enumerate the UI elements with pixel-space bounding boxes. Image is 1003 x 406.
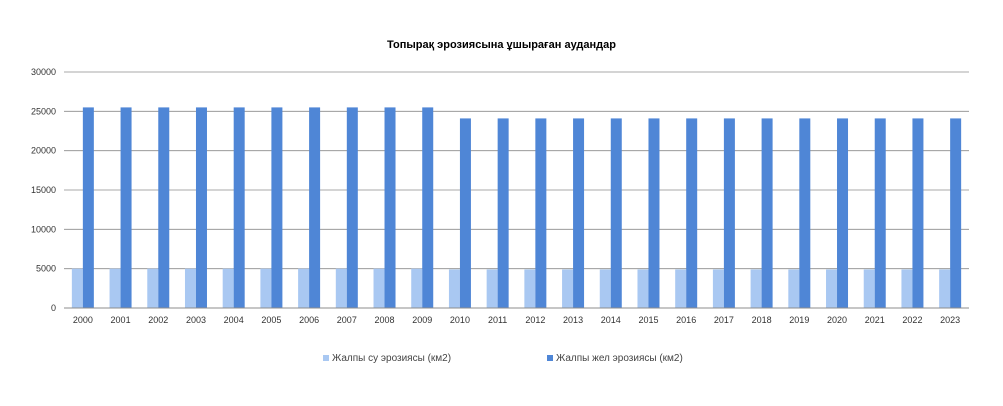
bar-wind-erosion: [459, 118, 471, 308]
bar-wind-erosion: [648, 118, 660, 308]
bar-water-erosion: [260, 268, 272, 308]
x-tick-label: 2014: [601, 315, 621, 325]
x-tick-label: 2017: [714, 315, 734, 325]
bar-wind-erosion: [346, 107, 358, 309]
bar-wind-erosion: [761, 118, 773, 308]
x-tick-label: 2013: [563, 315, 583, 325]
x-tick-label: 2010: [450, 315, 470, 325]
bar-wind-erosion: [874, 118, 886, 308]
bar-wind-erosion: [723, 118, 735, 308]
legend-label-water-erosion: Жалпы су эрозиясы (км2): [332, 353, 452, 364]
legend-item-wind-erosion: Жалпы жел эрозиясы (км2): [547, 353, 683, 364]
y-tick-label: 20000: [31, 146, 56, 156]
legend-item-water-erosion: Жалпы су эрозиясы (км2): [323, 353, 451, 364]
x-tick-label: 2023: [940, 315, 960, 325]
bar-wind-erosion: [610, 118, 622, 308]
bar-water-erosion: [298, 268, 310, 308]
bar-water-erosion: [184, 268, 196, 308]
y-axis-ticks: 0 5000 10000 15000 20000 25000 30000: [31, 67, 56, 313]
bar-wind-erosion: [912, 118, 924, 308]
bar-water-erosion: [788, 269, 800, 308]
gridlines: [64, 71, 969, 270]
y-tick-label: 30000: [31, 67, 56, 77]
bar-wind-erosion: [271, 107, 283, 309]
chart-title: Топырақ эрозиясына ұшыраған аудандар: [387, 39, 616, 51]
bar-water-erosion: [335, 268, 347, 308]
x-tick-label: 2022: [902, 315, 922, 325]
x-tick-label: 2015: [638, 315, 658, 325]
y-tick-label: 5000: [36, 264, 56, 274]
y-tick-label: 10000: [31, 224, 56, 234]
y-tick-label: 0: [51, 303, 56, 313]
bar-water-erosion: [222, 268, 234, 308]
bar-water-erosion: [826, 269, 838, 308]
bar-water-erosion: [675, 269, 687, 308]
x-tick-label: 2018: [752, 315, 772, 325]
bar-wind-erosion: [799, 118, 811, 308]
x-tick-label: 2000: [73, 315, 93, 325]
x-tick-label: 2003: [186, 315, 206, 325]
x-tick-label: 2019: [789, 315, 809, 325]
bar-water-erosion: [863, 269, 875, 308]
bar-wind-erosion: [422, 107, 434, 309]
bars: [71, 107, 962, 309]
bar-wind-erosion: [535, 118, 547, 308]
bar-wind-erosion: [82, 107, 94, 309]
x-tick-label: 2008: [375, 315, 395, 325]
bar-wind-erosion: [233, 107, 245, 309]
bar-water-erosion: [939, 269, 951, 308]
x-tick-label: 2002: [148, 315, 168, 325]
bar-water-erosion: [524, 269, 536, 308]
legend-swatch-wind-erosion: [547, 355, 553, 361]
bar-wind-erosion: [837, 118, 849, 308]
x-tick-label: 2016: [676, 315, 696, 325]
legend-label-wind-erosion: Жалпы жел эрозиясы (км2): [556, 353, 683, 364]
bar-water-erosion: [147, 268, 159, 308]
x-tick-label: 2005: [261, 315, 281, 325]
bar-water-erosion: [109, 268, 121, 308]
x-tick-label: 2009: [412, 315, 432, 325]
legend-swatch-water-erosion: [323, 355, 329, 361]
x-tick-label: 2007: [337, 315, 357, 325]
bar-water-erosion: [448, 269, 460, 308]
bar-wind-erosion: [686, 118, 698, 308]
x-tick-label: 2021: [865, 315, 885, 325]
x-tick-label: 2006: [299, 315, 319, 325]
bar-wind-erosion: [497, 118, 509, 308]
bar-water-erosion: [712, 269, 724, 308]
bar-water-erosion: [486, 269, 498, 308]
bar-water-erosion: [901, 269, 913, 308]
bar-wind-erosion: [158, 107, 170, 309]
bar-wind-erosion: [950, 118, 962, 308]
bar-water-erosion: [750, 269, 762, 308]
bar-water-erosion: [373, 268, 385, 308]
bar-water-erosion: [71, 268, 83, 308]
bar-wind-erosion: [573, 118, 585, 308]
bar-wind-erosion: [309, 107, 321, 309]
bar-water-erosion: [411, 268, 423, 308]
bar-wind-erosion: [120, 107, 132, 309]
bar-wind-erosion: [384, 107, 396, 309]
x-tick-label: 2001: [111, 315, 131, 325]
x-tick-label: 2004: [224, 315, 244, 325]
x-tick-label: 2011: [488, 315, 507, 325]
bar-water-erosion: [637, 269, 649, 308]
y-tick-label: 15000: [31, 185, 56, 195]
y-tick-label: 25000: [31, 106, 56, 116]
bar-wind-erosion: [195, 107, 207, 309]
bar-water-erosion: [599, 269, 611, 308]
x-tick-label: 2020: [827, 315, 847, 325]
x-axis-ticks: 2000 2001 2002 2003 2004 2005 2006 2007 2008 2009…: [73, 315, 960, 325]
bar-water-erosion: [562, 269, 574, 308]
x-tick-label: 2012: [525, 315, 545, 325]
